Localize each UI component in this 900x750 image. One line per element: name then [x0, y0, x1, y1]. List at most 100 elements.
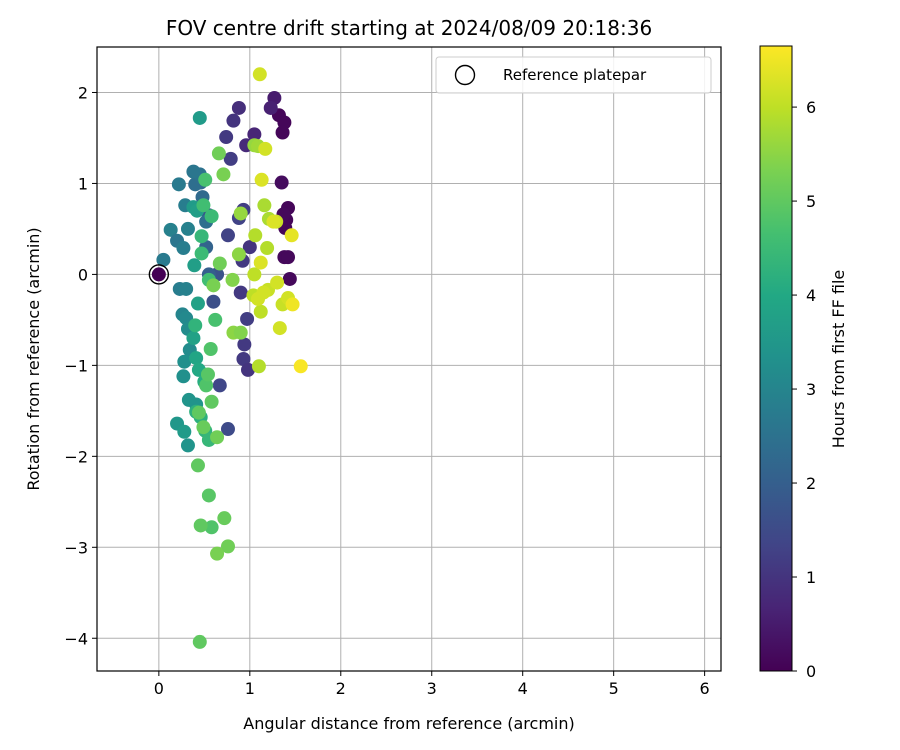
reference-platepar-marker [148, 264, 170, 285]
colorbar-ticks: 0 1 2 3 4 5 6 [792, 98, 816, 681]
x-tick-label: 2 [336, 679, 346, 698]
data-point [186, 164, 201, 179]
colorbar: 0 1 2 3 4 5 6 Hours from first FF file [759, 45, 848, 681]
data-point [242, 240, 257, 255]
colorbar-tick-label: 6 [806, 98, 816, 117]
data-point [233, 325, 248, 340]
data-point [177, 424, 192, 439]
data-point [198, 172, 213, 187]
data-point [225, 272, 240, 287]
data-point [210, 430, 225, 445]
x-tick-label: 0 [154, 679, 164, 698]
data-point [192, 110, 207, 125]
data-point [204, 209, 219, 224]
data-point [206, 278, 221, 293]
data-point [248, 228, 263, 243]
data-point [270, 275, 285, 290]
data-point [163, 222, 178, 237]
data-point [285, 297, 300, 312]
data-point [188, 318, 203, 333]
chart-title: FOV centre drift starting at 2024/08/09 … [166, 16, 652, 40]
data-point [208, 312, 223, 327]
colorbar-tick-label: 0 [806, 662, 816, 681]
legend-box [435, 56, 712, 94]
x-axis-label: Angular distance from reference (arcmin) [243, 714, 574, 733]
data-point [171, 177, 186, 192]
colorbar-tick-label: 2 [806, 474, 816, 493]
data-point [190, 458, 205, 473]
legend: Reference platepar [435, 56, 712, 94]
data-point [257, 198, 272, 213]
data-point [233, 206, 248, 221]
data-point [231, 100, 246, 115]
data-point [247, 127, 262, 142]
data-point [176, 241, 191, 256]
data-point [194, 246, 209, 261]
data-point [275, 125, 290, 140]
data-point [231, 247, 246, 262]
y-axis-label: Rotation from reference (arcmin) [24, 227, 43, 490]
data-point [284, 228, 299, 243]
data-point [223, 151, 238, 166]
plot-frame [96, 46, 722, 672]
y-tick-label: 1 [78, 174, 88, 193]
legend-marker-reference [454, 64, 476, 86]
data-point [191, 405, 206, 420]
colorbar-tick-label: 3 [806, 380, 816, 399]
data-point [251, 291, 266, 306]
data-point [212, 378, 227, 393]
data-point [220, 228, 235, 243]
data-point [200, 367, 215, 382]
data-point [179, 281, 194, 296]
data-point [211, 146, 226, 161]
colorbar-tick-label: 4 [806, 286, 816, 305]
data-point [206, 294, 221, 309]
data-point [220, 422, 235, 437]
data-point [263, 100, 278, 115]
data-point [258, 141, 273, 156]
data-point [192, 634, 207, 649]
data-point [251, 359, 266, 374]
data-point [260, 241, 275, 256]
y-tick-label: −4 [64, 629, 88, 648]
data-point [293, 359, 308, 374]
data-point [216, 167, 231, 182]
y-tick-label: 0 [78, 265, 88, 284]
data-point [240, 362, 255, 377]
x-tick-label: 1 [245, 679, 255, 698]
data-point [253, 255, 268, 270]
x-tick-label: 6 [700, 679, 710, 698]
data-point [204, 394, 219, 409]
data-point [226, 113, 241, 128]
colorbar-label: Hours from first FF file [829, 270, 848, 449]
data-point [176, 369, 191, 384]
data-point [180, 221, 195, 236]
data-point [266, 214, 281, 229]
data-point [247, 267, 262, 282]
data-point [254, 172, 269, 187]
x-tick-label: 4 [518, 679, 528, 698]
data-point [272, 321, 287, 336]
data-point [212, 256, 227, 271]
data-point [253, 304, 268, 319]
data-point [189, 351, 204, 366]
data-point [281, 250, 296, 265]
data-point [201, 488, 216, 503]
colorbar-tick-label: 5 [806, 192, 816, 211]
x-tick-label: 3 [427, 679, 437, 698]
y-tick-label: −3 [64, 538, 88, 557]
data-point [217, 511, 232, 526]
x-axis-ticks: 0 1 2 3 4 5 6 [154, 671, 710, 698]
data-point [203, 341, 218, 356]
data-point [196, 420, 211, 435]
data-point [233, 285, 248, 300]
data-point [274, 175, 289, 190]
data-point [220, 539, 235, 554]
data-point [282, 271, 297, 286]
data-point [193, 518, 208, 533]
y-axis-ticks: −4 −3 −2 −1 0 1 2 [64, 83, 97, 648]
data-point [177, 354, 192, 369]
data-point [204, 520, 219, 535]
data-point [219, 130, 234, 145]
